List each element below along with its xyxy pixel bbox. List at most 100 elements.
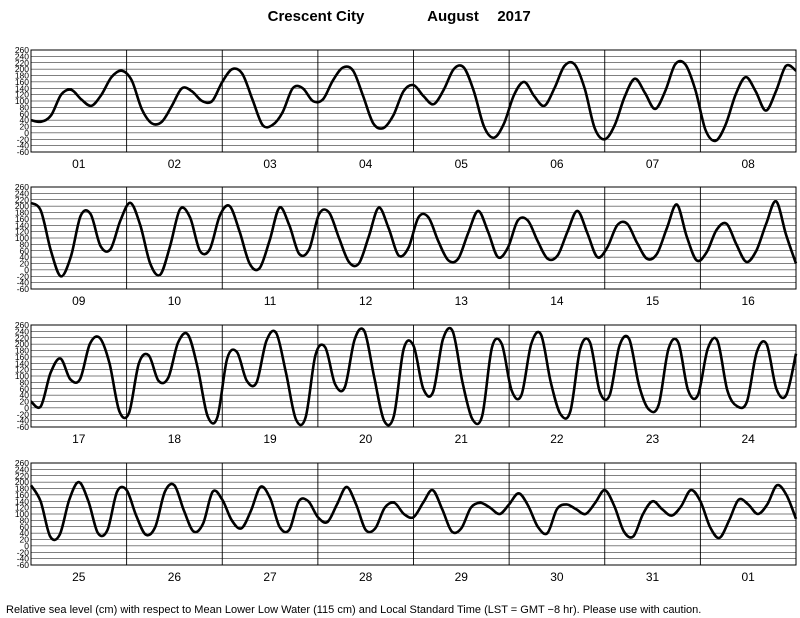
x-tick-label: 01: [742, 570, 756, 584]
y-tick-label: -20: [17, 134, 30, 144]
y-tick-label: 120: [15, 90, 29, 100]
y-tick-label: -20: [17, 547, 30, 557]
chart-panels: 260240220200180160140120100806040200-20-…: [15, 45, 798, 584]
y-tick-label: 100: [15, 96, 29, 106]
x-tick-label: 16: [742, 294, 756, 308]
y-tick-label: 100: [15, 233, 29, 243]
y-tick-label: 0: [24, 541, 29, 551]
y-tick-label: 140: [15, 358, 29, 368]
y-tick-label: 80: [20, 515, 30, 525]
y-tick-label: 200: [15, 201, 29, 211]
x-tick-label: 03: [263, 157, 277, 171]
y-tick-label: 20: [20, 397, 30, 407]
y-tick-label: 160: [15, 490, 29, 500]
chart-title-location: Crescent City: [268, 8, 365, 25]
tide-panel: 260240220200180160140120100806040200-20-…: [15, 320, 798, 446]
tide-panel: 260240220200180160140120100806040200-20-…: [15, 458, 798, 584]
y-tick-label: -40: [17, 416, 30, 426]
y-tick-label: 240: [15, 326, 29, 336]
x-tick-label: 05: [455, 157, 469, 171]
y-tick-label: 180: [15, 71, 29, 81]
y-tick-label: -60: [17, 284, 30, 294]
y-tick-label: 40: [20, 390, 30, 400]
x-tick-label: 15: [646, 294, 660, 308]
x-tick-label: 23: [646, 432, 660, 446]
y-tick-label: 100: [15, 371, 29, 381]
x-tick-label: 31: [646, 570, 660, 584]
y-tick-label: 20: [20, 259, 30, 269]
y-tick-label: 220: [15, 58, 29, 68]
x-tick-label: 10: [168, 294, 182, 308]
y-tick-label: 200: [15, 339, 29, 349]
y-tick-label: 20: [20, 122, 30, 132]
tide-panel: 260240220200180160140120100806040200-20-…: [15, 45, 797, 171]
y-tick-label: 200: [15, 477, 29, 487]
x-tick-label: 30: [550, 570, 564, 584]
y-tick-label: 0: [24, 265, 29, 275]
y-tick-label: 220: [15, 195, 29, 205]
x-tick-label: 21: [455, 432, 469, 446]
y-tick-label: 120: [15, 503, 29, 513]
x-tick-label: 01: [72, 157, 86, 171]
y-tick-label: -20: [17, 271, 30, 281]
tide-series-line: [30, 199, 798, 278]
x-tick-label: 14: [550, 294, 564, 308]
x-tick-label: 28: [359, 570, 373, 584]
y-tick-label: 40: [20, 528, 30, 538]
y-tick-label: 240: [15, 188, 29, 198]
y-tick-label: 260: [15, 320, 29, 330]
y-tick-label: 160: [15, 77, 29, 87]
y-tick-label: 80: [20, 239, 30, 249]
tide-series-line: [29, 480, 798, 542]
y-tick-label: 260: [15, 182, 29, 192]
y-tick-label: 120: [15, 227, 29, 237]
y-tick-label: 60: [20, 246, 30, 256]
y-tick-label: 140: [15, 496, 29, 506]
panel-frame: [30, 462, 797, 566]
panel-frame: [30, 324, 797, 428]
chart-title-year: 2017: [497, 8, 530, 25]
y-tick-label: -20: [17, 409, 30, 419]
y-tick-label: 100: [15, 509, 29, 519]
y-tick-label: 220: [15, 333, 29, 343]
y-tick-label: 260: [15, 45, 29, 55]
x-tick-label: 27: [263, 570, 277, 584]
footer-note: Relative sea level (cm) with respect to …: [6, 604, 701, 616]
x-tick-label: 26: [168, 570, 182, 584]
y-tick-label: 80: [20, 102, 30, 112]
y-tick-label: -40: [17, 141, 30, 151]
x-tick-label: 11: [264, 294, 277, 308]
x-tick-label: 24: [742, 432, 756, 446]
x-tick-label: 19: [263, 432, 277, 446]
y-tick-label: 140: [15, 83, 29, 93]
tide-panel: 260240220200180160140120100806040200-20-…: [15, 182, 798, 308]
x-tick-label: 08: [742, 157, 756, 171]
tide-series-line: [30, 326, 798, 427]
y-tick-label: 200: [15, 64, 29, 74]
x-tick-label: 29: [455, 570, 469, 584]
y-tick-label: 60: [20, 384, 30, 394]
chart-title-month: August: [427, 8, 479, 25]
y-tick-label: -60: [17, 422, 30, 432]
x-tick-label: 06: [550, 157, 564, 171]
x-tick-label: 25: [72, 570, 86, 584]
y-tick-label: 240: [15, 51, 29, 61]
y-tick-label: 40: [20, 115, 30, 125]
y-tick-label: 60: [20, 522, 30, 532]
y-tick-label: 260: [15, 458, 29, 468]
y-tick-label: 180: [15, 208, 29, 218]
y-tick-label: 40: [20, 252, 30, 262]
y-tick-label: 140: [15, 220, 29, 230]
x-tick-label: 18: [168, 432, 182, 446]
y-tick-label: 60: [20, 109, 30, 119]
y-tick-label: 0: [24, 128, 29, 138]
y-tick-label: 80: [20, 377, 30, 387]
x-tick-label: 17: [72, 432, 86, 446]
y-tick-label: 160: [15, 352, 29, 362]
y-tick-label: 180: [15, 346, 29, 356]
y-tick-label: 20: [20, 535, 30, 545]
y-tick-label: -60: [17, 147, 30, 157]
y-tick-label: -40: [17, 278, 30, 288]
y-tick-label: 180: [15, 484, 29, 494]
